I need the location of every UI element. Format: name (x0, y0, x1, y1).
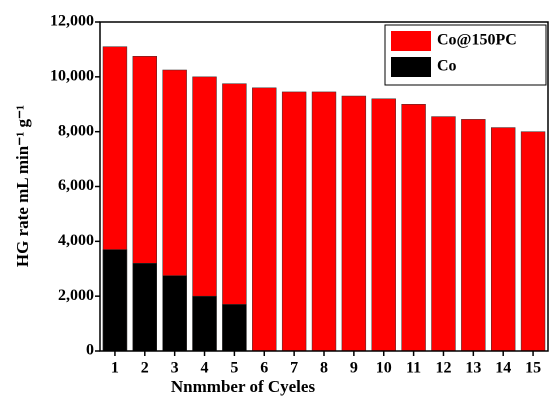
y-tick-label: 8,000 (58, 122, 94, 139)
y-axis-label: HG rate mL min⁻¹ g⁻¹ (13, 105, 32, 267)
bar (222, 304, 247, 352)
bar (431, 116, 456, 352)
bar (162, 275, 187, 352)
x-tick-label: 9 (350, 360, 358, 377)
bar (341, 95, 367, 352)
legend-label: Co@150PC (437, 32, 517, 49)
y-tick-label: 0 (86, 342, 94, 359)
bar (102, 249, 128, 352)
bar (520, 131, 546, 352)
bar (371, 98, 396, 352)
x-tick-label: 6 (260, 360, 268, 377)
legend-swatch (391, 57, 431, 77)
x-tick-label: 2 (141, 360, 149, 377)
x-tick-label: 11 (406, 360, 421, 377)
legend-label: Co (437, 58, 457, 75)
y-tick-label: 2,000 (58, 287, 94, 304)
bar (192, 295, 217, 352)
bar (252, 87, 277, 352)
y-tick-label: 10,000 (50, 68, 94, 85)
legend-swatch (391, 31, 431, 51)
x-tick-label: 13 (465, 360, 481, 377)
y-tick-label: 6,000 (58, 177, 94, 194)
bar (461, 119, 486, 352)
x-tick-label: 5 (230, 360, 238, 377)
bar (491, 127, 516, 352)
x-tick-label: 4 (201, 360, 209, 377)
bar (132, 263, 157, 352)
x-tick-label: 3 (171, 360, 179, 377)
x-tick-label: 10 (376, 360, 392, 377)
plot-frame (99, 21, 549, 352)
x-tick-label: 14 (495, 360, 511, 377)
bar (311, 91, 337, 352)
x-tick-label: 15 (525, 360, 541, 377)
x-axis-label: Nnmmber of Cyeles (171, 377, 316, 396)
x-tick-label: 12 (435, 360, 451, 377)
bar (401, 104, 426, 352)
x-tick-label: 7 (290, 360, 298, 377)
x-tick-label: 8 (320, 360, 328, 377)
x-tick-label: 1 (111, 360, 119, 377)
y-tick-label: 4,000 (58, 232, 94, 249)
bar (281, 91, 307, 352)
y-tick-label: 12,000 (50, 13, 94, 30)
